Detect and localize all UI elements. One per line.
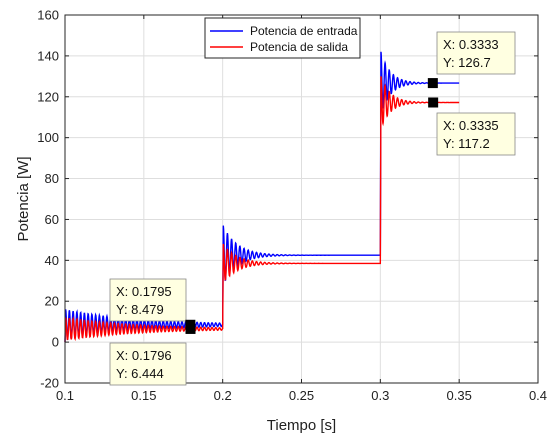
x-tick-label: 0.3: [371, 388, 389, 403]
series-line-salida: [64, 76, 460, 343]
y-tick-label: 60: [45, 212, 59, 227]
series-line-entrada: [64, 51, 460, 343]
data-tip-box: [109, 278, 187, 322]
legend-box: [204, 17, 361, 59]
data-tip-marker[interactable]: [185, 323, 196, 334]
data-tip-box: [436, 31, 516, 75]
legend-label-entrada: Potencia de entrada: [250, 24, 358, 38]
x-axis-label: Tiempo [s]: [267, 417, 336, 433]
data-tip-2: X: 0.1796 Y: 6.444: [109, 323, 196, 386]
data-tip-y: Y: 6.444: [116, 366, 164, 381]
series-lines: [64, 51, 460, 343]
data-tip-y: Y: 126.7: [443, 55, 491, 70]
y-tick-label: 80: [45, 171, 59, 186]
y-tick-label: 20: [45, 294, 59, 309]
data-tip-box: [109, 342, 187, 386]
y-tick-label: 160: [37, 8, 59, 23]
data-tip-x: X: 0.3333: [443, 37, 499, 52]
x-tick-label: 0.1: [56, 388, 74, 403]
data-tip-marker[interactable]: [428, 97, 439, 108]
y-tick-label: 140: [37, 48, 59, 63]
data-tip-y: Y: 117.2: [443, 136, 490, 151]
y-tick-label: -20: [40, 376, 59, 391]
legend-label-salida: Potencia de salida: [250, 40, 348, 54]
y-tick-label: 100: [37, 130, 59, 145]
data-tip-box: [436, 112, 516, 156]
y-tick-label: 40: [45, 253, 59, 268]
x-tick-label: 0.4: [529, 388, 547, 403]
data-tip-marker[interactable]: [427, 78, 438, 89]
data-tip-y: Y: 8.479: [116, 302, 164, 317]
y-axis-label: Potencia [W]: [15, 156, 32, 241]
data-tip-x: X: 0.3335: [443, 118, 499, 133]
data-tip-1: X: 0.1795 Y: 8.479: [109, 278, 196, 330]
x-tick-label: 0.35: [447, 388, 472, 403]
data-tip-4: X: 0.3335 Y: 117.2: [428, 97, 516, 156]
x-tick-label: 0.2: [214, 388, 232, 403]
legend: Potencia de entrada Potencia de salida: [204, 17, 361, 59]
data-tips: X: 0.1795 Y: 8.479 X: 0.1796 Y: 6.444 X:…: [109, 31, 516, 386]
y-tick-label: 0: [52, 335, 59, 350]
data-tip-x: X: 0.1796: [116, 348, 172, 363]
y-tick-label: 120: [37, 89, 59, 104]
x-tick-label: 0.25: [289, 388, 314, 403]
data-tip-x: X: 0.1795: [116, 284, 172, 299]
axis-ticks: 0.1 0.15 0.2 0.25 0.3 0.35 0.4 -20 0 20 40 60 80 100 1…: [37, 8, 547, 404]
x-tick-label: 0.15: [131, 388, 156, 403]
data-tip-3: X: 0.3333 Y: 126.7: [427, 31, 516, 89]
